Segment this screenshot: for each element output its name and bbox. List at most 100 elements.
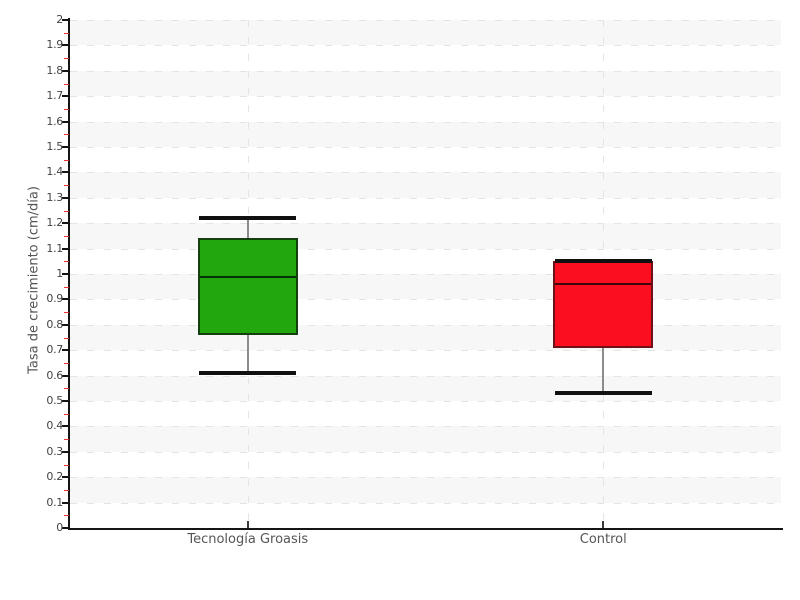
- y-minor-tick: [64, 159, 69, 161]
- h-gridline: [70, 45, 781, 47]
- y-major-tick: [62, 171, 69, 174]
- h-gridline: [70, 451, 781, 453]
- y-minor-tick: [64, 464, 69, 466]
- y-major-tick: [62, 120, 69, 123]
- x-category-label: Control: [579, 532, 627, 547]
- y-major-tick: [62, 476, 69, 479]
- y-minor-tick: [64, 388, 69, 390]
- y-tick-label: 2: [56, 13, 63, 26]
- h-gridline: [70, 299, 781, 301]
- y-major-tick: [62, 19, 69, 21]
- y-tick-label: 1.9: [46, 38, 63, 52]
- grid-band: [70, 477, 781, 503]
- y-major-tick: [62, 196, 69, 199]
- y-major-tick: [62, 44, 69, 47]
- y-tick-label: 0.6: [46, 368, 63, 382]
- y-minor-tick: [64, 362, 69, 364]
- y-minor-tick: [64, 515, 69, 517]
- y-tick-label: 0.9: [46, 292, 63, 306]
- h-gridline: [70, 426, 781, 428]
- y-minor-tick: [64, 210, 69, 212]
- y-tick-label: 1.7: [46, 89, 63, 103]
- y-minor-tick: [64, 58, 69, 60]
- grid-band: [70, 223, 781, 249]
- h-gridline: [70, 350, 781, 352]
- y-major-tick: [62, 247, 69, 250]
- y-tick-label: 1.8: [46, 63, 63, 77]
- y-tick-label: 0.2: [46, 470, 63, 484]
- y-major-tick: [62, 146, 69, 148]
- y-minor-tick: [64, 413, 69, 415]
- grid-band: [70, 324, 781, 351]
- y-minor-tick: [64, 32, 69, 34]
- x-axis-line: [68, 528, 783, 530]
- y-tick-label: 1.3: [46, 190, 63, 204]
- y-major-tick: [62, 374, 69, 377]
- y-tick-label: 0.7: [46, 343, 63, 357]
- y-tick-label: 0.3: [46, 444, 63, 458]
- grid-band: [70, 121, 781, 147]
- h-gridline: [70, 172, 781, 174]
- box-control: [553, 261, 654, 348]
- y-minor-tick: [64, 185, 69, 187]
- y-axis-line: [68, 18, 70, 530]
- y-minor-tick: [64, 312, 69, 314]
- y-minor-tick: [64, 235, 69, 237]
- y-tick-label: 1.5: [46, 140, 63, 153]
- y-major-tick: [62, 273, 69, 275]
- h-gridline: [70, 96, 781, 98]
- y-tick-label: 1.4: [46, 165, 63, 179]
- grid-band: [70, 70, 781, 97]
- grid-band: [70, 20, 781, 46]
- whisker-cap: [199, 371, 297, 376]
- h-gridline: [70, 401, 781, 402]
- y-minor-tick: [64, 439, 69, 441]
- y-major-tick: [62, 400, 69, 402]
- y-minor-tick: [64, 83, 69, 85]
- h-gridline: [70, 502, 781, 504]
- y-tick-label: 0.5: [46, 394, 63, 407]
- y-tick-label: 0.8: [46, 317, 63, 331]
- y-tick-label: 1.2: [46, 216, 63, 230]
- y-major-tick: [62, 298, 69, 301]
- x-category-label: Tecnología Groasis: [187, 532, 309, 547]
- h-gridline: [70, 248, 781, 250]
- h-gridline: [70, 197, 781, 199]
- whisker-cap: [554, 391, 652, 396]
- whisker-cap: [554, 259, 652, 264]
- y-major-tick: [62, 425, 69, 428]
- h-gridline: [70, 477, 781, 479]
- median-line: [199, 275, 296, 278]
- y-minor-tick: [64, 286, 69, 288]
- x-tick: [246, 521, 249, 528]
- y-tick-label: 0: [56, 521, 63, 534]
- h-gridline: [70, 223, 781, 225]
- y-major-tick: [62, 69, 69, 72]
- h-gridline: [70, 375, 781, 377]
- y-major-tick: [62, 323, 69, 326]
- y-minor-tick: [64, 489, 69, 491]
- x-tick: [602, 521, 605, 528]
- median-line: [555, 283, 652, 286]
- y-minor-tick: [64, 108, 69, 110]
- y-tick-label: 0.1: [46, 495, 63, 509]
- h-gridline: [70, 324, 781, 326]
- y-major-tick: [62, 95, 69, 98]
- h-gridline: [70, 147, 781, 148]
- y-major-tick: [62, 450, 69, 453]
- h-gridline: [70, 121, 781, 123]
- h-gridline: [70, 274, 781, 275]
- y-tick-label: 1.1: [46, 241, 63, 255]
- y-tick-label: 1.6: [46, 114, 63, 128]
- y-major-tick: [62, 501, 69, 504]
- grid-band: [70, 375, 781, 401]
- y-tick-label: 1: [56, 267, 63, 280]
- box-groasis: [197, 238, 298, 335]
- y-minor-tick: [64, 134, 69, 136]
- grid-band: [70, 274, 781, 300]
- y-minor-tick: [64, 261, 69, 263]
- y-major-tick: [62, 527, 69, 529]
- grid-band: [70, 172, 781, 198]
- whisker-cap: [199, 216, 297, 221]
